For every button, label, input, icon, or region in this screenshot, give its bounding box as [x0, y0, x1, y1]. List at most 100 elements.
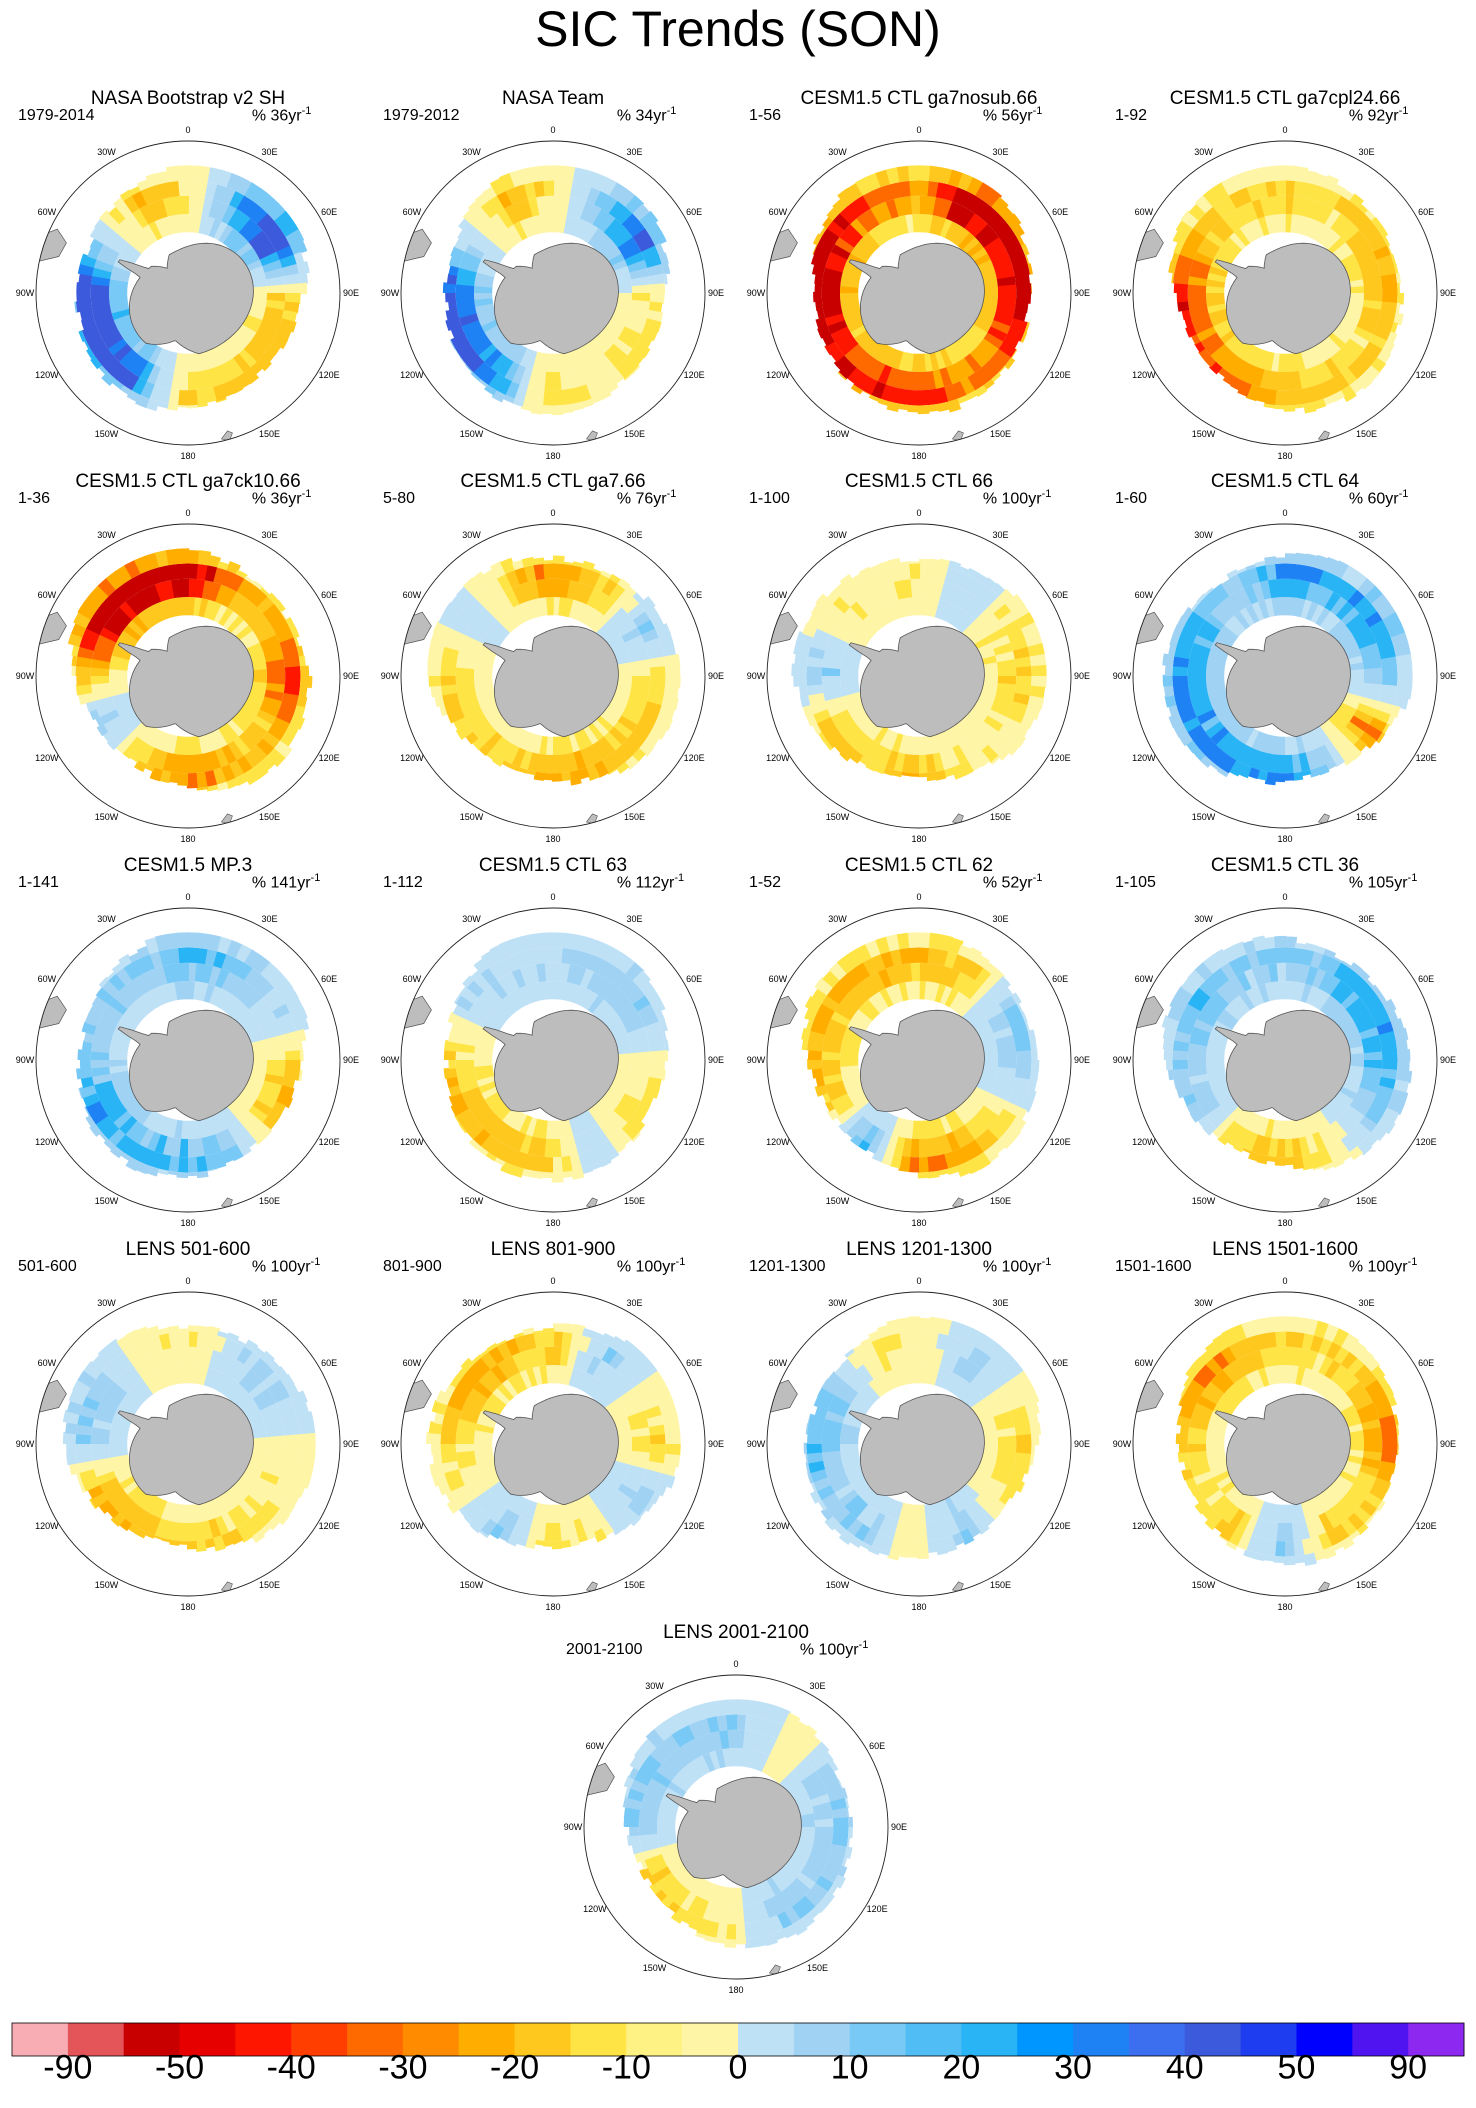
- trend-cell: [1362, 659, 1382, 670]
- trend-cell: [473, 1059, 493, 1067]
- sic-trend-field: [36, 932, 310, 1209]
- trend-cell: [562, 165, 577, 183]
- trend-cell: [1327, 620, 1347, 638]
- trend-cell: [1212, 583, 1231, 602]
- trend-cell: [443, 1067, 458, 1080]
- trend-cell: [615, 589, 634, 608]
- trend-cell: [539, 981, 549, 1001]
- longitude-label: 60E: [1418, 589, 1435, 600]
- sic-trend-field: [401, 932, 669, 1209]
- trend-cell: [95, 716, 104, 728]
- longitude-label: 150W: [1191, 1196, 1216, 1207]
- trend-cell: [1004, 1124, 1022, 1142]
- trend-cell: [1363, 365, 1381, 382]
- trend-cell: [827, 633, 848, 649]
- trend-cell: [1255, 565, 1270, 583]
- trend-cell: [266, 1435, 286, 1446]
- trend-cell: [464, 325, 485, 342]
- trend-cell: [107, 1128, 126, 1147]
- trend-cell: [108, 589, 127, 608]
- trend-cell: [112, 1110, 133, 1129]
- trend-cell: [193, 214, 203, 234]
- trend-cell: [1207, 654, 1227, 666]
- trend-cell: [624, 372, 634, 381]
- trend-cell: [91, 995, 109, 1012]
- trend-cell: [298, 655, 306, 668]
- trend-cell: [457, 266, 477, 280]
- trend-cell: [218, 991, 235, 1011]
- trend-cell: [1349, 620, 1370, 638]
- trend-cell: [1196, 243, 1217, 260]
- trend-cell: [1317, 744, 1334, 765]
- south-america-landmass: [1133, 228, 1164, 264]
- trend-cell: [957, 357, 975, 378]
- trend-cell: [267, 969, 287, 989]
- south-america-landmass: [767, 995, 798, 1031]
- trend-cell: [229, 574, 246, 593]
- trend-cell: [123, 578, 141, 597]
- trend-cell: [1205, 675, 1225, 683]
- trend-cell: [148, 1151, 163, 1169]
- longitude-label: 60E: [1418, 206, 1435, 217]
- panel-period: 1-92: [1115, 107, 1148, 124]
- trend-cell: [259, 634, 280, 650]
- trend-cell: [203, 216, 216, 237]
- trend-cell: [598, 213, 617, 233]
- trend-cell: [502, 994, 519, 1014]
- longitude-label: 90W: [15, 1055, 35, 1065]
- trend-cell: [446, 273, 458, 285]
- trend-cell: [201, 964, 215, 984]
- trend-cell: [1208, 691, 1228, 704]
- trend-cell: [963, 1120, 982, 1141]
- longitude-label: 150W: [825, 1196, 850, 1207]
- trend-cell: [1309, 767, 1321, 778]
- trend-cell: [1168, 261, 1177, 274]
- trend-cell: [1332, 560, 1350, 580]
- trend-cell: [1212, 200, 1231, 219]
- polar-map-panel: [400, 1291, 706, 1597]
- trend-cell: [1322, 394, 1336, 406]
- trend-cell: [78, 1087, 83, 1099]
- trend-cell: [1356, 703, 1377, 719]
- longitude-label: 120E: [866, 1903, 888, 1914]
- trend-cell: [238, 985, 258, 1005]
- trend-cell: [925, 753, 936, 773]
- trend-cell: [1381, 666, 1398, 678]
- trend-cell: [468, 1003, 489, 1021]
- trend-cell: [1283, 371, 1294, 391]
- trend-cell: [142, 224, 159, 244]
- trend-cell: [553, 947, 564, 964]
- trend-cell: [1239, 607, 1256, 627]
- trend-cell: [648, 1040, 666, 1053]
- trend-cell: [1361, 689, 1381, 703]
- trend-cell: [856, 979, 875, 1000]
- trend-cell: [630, 1043, 650, 1054]
- trend-cell: [626, 731, 646, 750]
- trend-cell: [892, 369, 906, 389]
- trend-cell: [171, 579, 182, 599]
- trend-cell: [910, 962, 921, 982]
- trend-cell: [850, 629, 870, 646]
- trend-cell: [957, 1102, 975, 1122]
- trend-cell: [248, 230, 269, 249]
- trend-cell: [1002, 1101, 1021, 1118]
- trend-cell: [240, 1085, 260, 1101]
- trend-cell: [456, 682, 476, 693]
- panel-period: 1-52: [749, 874, 782, 891]
- trend-cell: [1353, 980, 1372, 999]
- trend-cell: [235, 1139, 252, 1157]
- trend-cell: [1327, 1004, 1347, 1022]
- longitude-label: 90W: [746, 1055, 766, 1065]
- trend-cell: [1393, 312, 1404, 326]
- longitude-label: 90W: [746, 671, 766, 681]
- trend-cell: [923, 352, 933, 372]
- trend-cell: [454, 348, 461, 358]
- trend-cell: [227, 615, 245, 634]
- trend-cell: [946, 584, 962, 605]
- trend-cell: [1216, 217, 1235, 238]
- trend-cell: [909, 754, 919, 774]
- trend-cell: [838, 361, 857, 380]
- trend-cell: [1169, 633, 1180, 647]
- trend-cell: [446, 1075, 460, 1088]
- trend-cell: [208, 1115, 222, 1135]
